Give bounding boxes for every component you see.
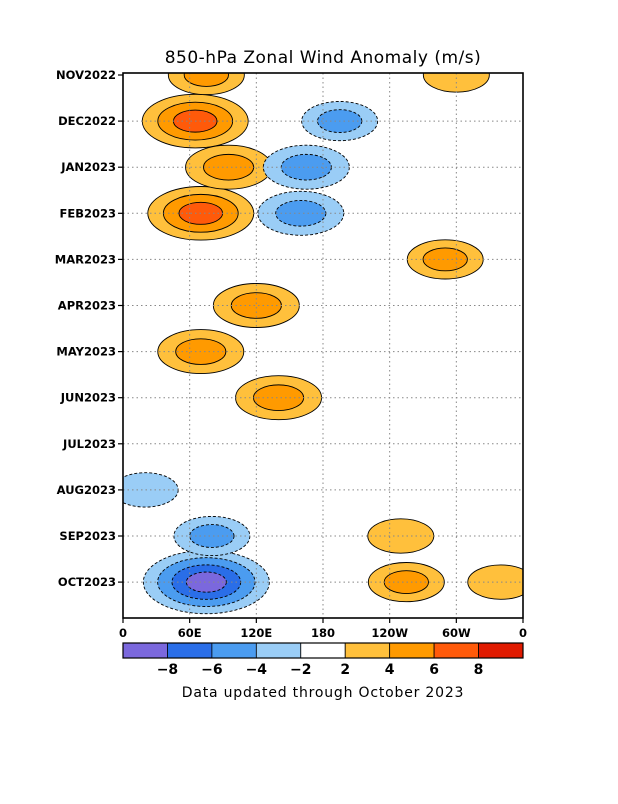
y-tick-label: FEB2023 bbox=[60, 206, 116, 220]
anomaly-feature bbox=[406, 239, 484, 280]
anomaly-contour bbox=[275, 200, 327, 227]
colorbar-swatch bbox=[167, 642, 213, 659]
anomaly-feature bbox=[167, 73, 245, 96]
anomaly-contour bbox=[203, 153, 255, 181]
colorbar-swatch bbox=[122, 642, 168, 659]
anomaly-feature bbox=[257, 190, 345, 236]
colorbar-label: 4 bbox=[385, 662, 395, 678]
anomaly-feature bbox=[142, 550, 270, 615]
anomaly-contour bbox=[383, 570, 429, 594]
x-tick-label: 0 bbox=[519, 626, 527, 640]
y-tick-label: JAN2023 bbox=[60, 160, 116, 174]
colorbar-swatch bbox=[344, 642, 391, 659]
x-tick-label: 60W bbox=[442, 626, 471, 640]
x-tick-label: 0 bbox=[119, 626, 127, 640]
colorbar-label: −4 bbox=[246, 662, 268, 678]
y-tick-label: SEP2023 bbox=[59, 529, 116, 543]
colorbar: −8 −6 −4 −2 2 4 6 8 bbox=[122, 642, 524, 678]
anomaly-feature bbox=[235, 375, 323, 421]
colorbar-swatch bbox=[255, 642, 302, 659]
colorbar-label: −6 bbox=[201, 662, 222, 678]
y-tick-label: AUG2023 bbox=[57, 483, 116, 497]
anomaly-feature bbox=[467, 564, 523, 600]
anomaly-field bbox=[123, 73, 523, 615]
colorbar-label: 2 bbox=[340, 662, 350, 678]
y-tick-label: JUL2023 bbox=[62, 437, 116, 451]
x-tick-label: 120W bbox=[371, 626, 408, 640]
anomaly-feature bbox=[262, 144, 350, 190]
x-axis: 0 60E 120E 180 120W 60W 0 bbox=[119, 618, 527, 640]
colorbar-frame bbox=[122, 642, 524, 659]
update-note: Data updated through October 2023 bbox=[182, 685, 465, 701]
y-tick-label: OCT2023 bbox=[58, 575, 116, 589]
chart-title: 850-hPa Zonal Wind Anomaly (m/s) bbox=[165, 48, 482, 68]
colorbar-label: −8 bbox=[157, 662, 178, 678]
y-tick-label: JUN2023 bbox=[60, 391, 116, 405]
x-tick-label: 60E bbox=[178, 626, 202, 640]
colorbar-label: −2 bbox=[290, 662, 311, 678]
y-tick-label: MAY2023 bbox=[56, 345, 116, 359]
colorbar-swatch bbox=[211, 642, 257, 659]
anomaly-contour bbox=[189, 524, 235, 548]
anomaly-contour bbox=[253, 384, 305, 411]
anomaly-feature bbox=[367, 562, 445, 603]
y-axis: NOV2022 DEC2022 JAN2023 FEB2023 MAR2023 APR20… bbox=[55, 68, 123, 589]
anomaly-feature bbox=[367, 518, 435, 554]
y-tick-label: APR2023 bbox=[58, 299, 116, 313]
anomaly-feature bbox=[173, 515, 251, 557]
colorbar-swatch bbox=[478, 642, 524, 659]
anomaly-contour bbox=[185, 571, 227, 593]
anomaly-contour bbox=[467, 564, 523, 600]
colorbar-swatch bbox=[389, 642, 435, 659]
y-tick-label: NOV2022 bbox=[56, 68, 116, 82]
anomaly-feature bbox=[212, 283, 300, 328]
y-tick-label: DEC2022 bbox=[58, 114, 116, 128]
colorbar-swatch bbox=[300, 642, 346, 659]
anomaly-contour bbox=[280, 153, 332, 181]
x-tick-label: 180 bbox=[311, 626, 335, 640]
anomaly-contour bbox=[367, 518, 435, 554]
colorbar-swatch bbox=[433, 642, 479, 659]
y-tick-label: MAR2023 bbox=[55, 252, 116, 266]
anomaly-contour bbox=[230, 292, 282, 319]
colorbar-label: 8 bbox=[474, 662, 484, 678]
anomaly-contour bbox=[183, 73, 229, 87]
grid-lines bbox=[123, 73, 523, 618]
x-tick-label: 120E bbox=[240, 626, 272, 640]
colorbar-label: 6 bbox=[429, 662, 439, 678]
anomaly-feature bbox=[185, 144, 273, 190]
